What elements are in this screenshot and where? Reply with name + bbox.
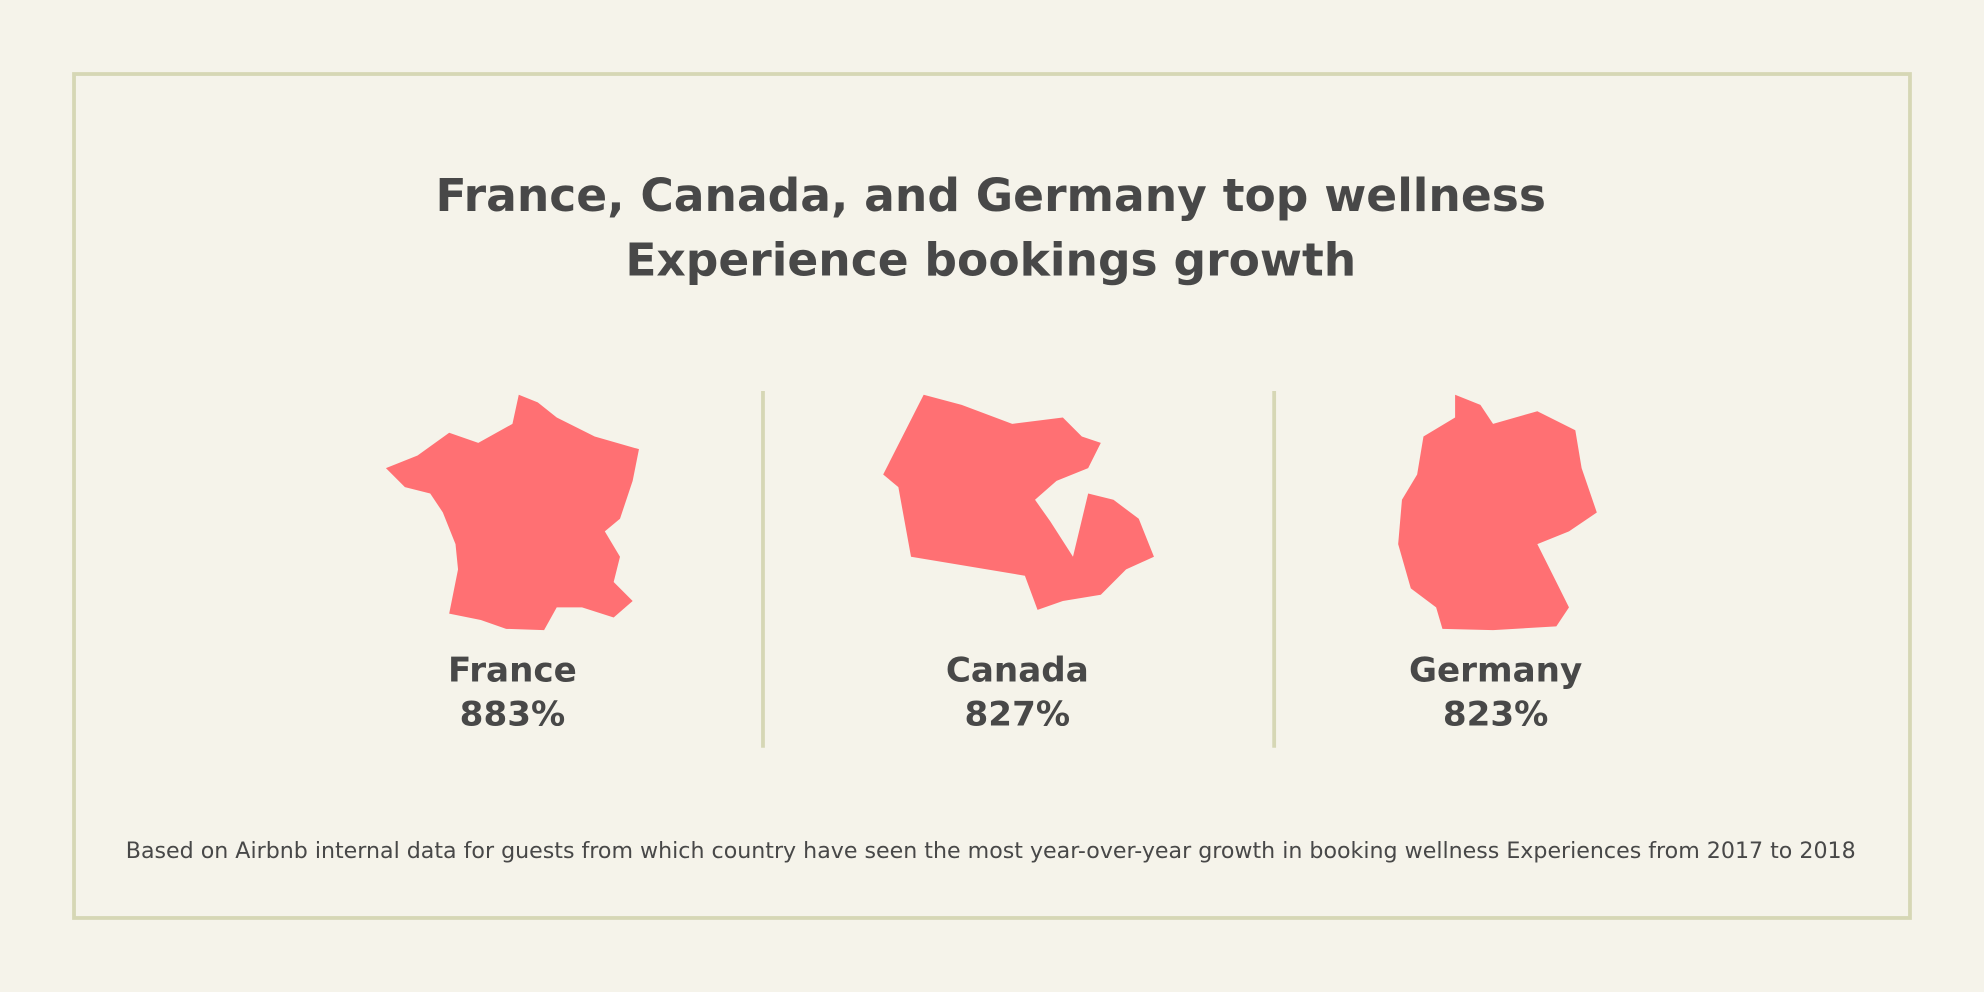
growth-value: 827% <box>965 695 1071 735</box>
country-name: Germany <box>1409 650 1582 690</box>
title-line: France, Canada, and Germany top wellness <box>435 169 1545 222</box>
growth-value: 823% <box>1443 695 1549 735</box>
country-name: Canada <box>946 650 1089 690</box>
germany-map <box>1398 394 1597 631</box>
growth-value: 883% <box>460 695 566 735</box>
footnote: Based on Airbnb internal data for guests… <box>126 838 1856 864</box>
frame <box>72 72 1912 920</box>
country-name: France <box>448 650 577 690</box>
canada-map <box>883 394 1154 610</box>
title-line: Experience bookings growth <box>625 234 1356 287</box>
france-map <box>385 394 639 631</box>
